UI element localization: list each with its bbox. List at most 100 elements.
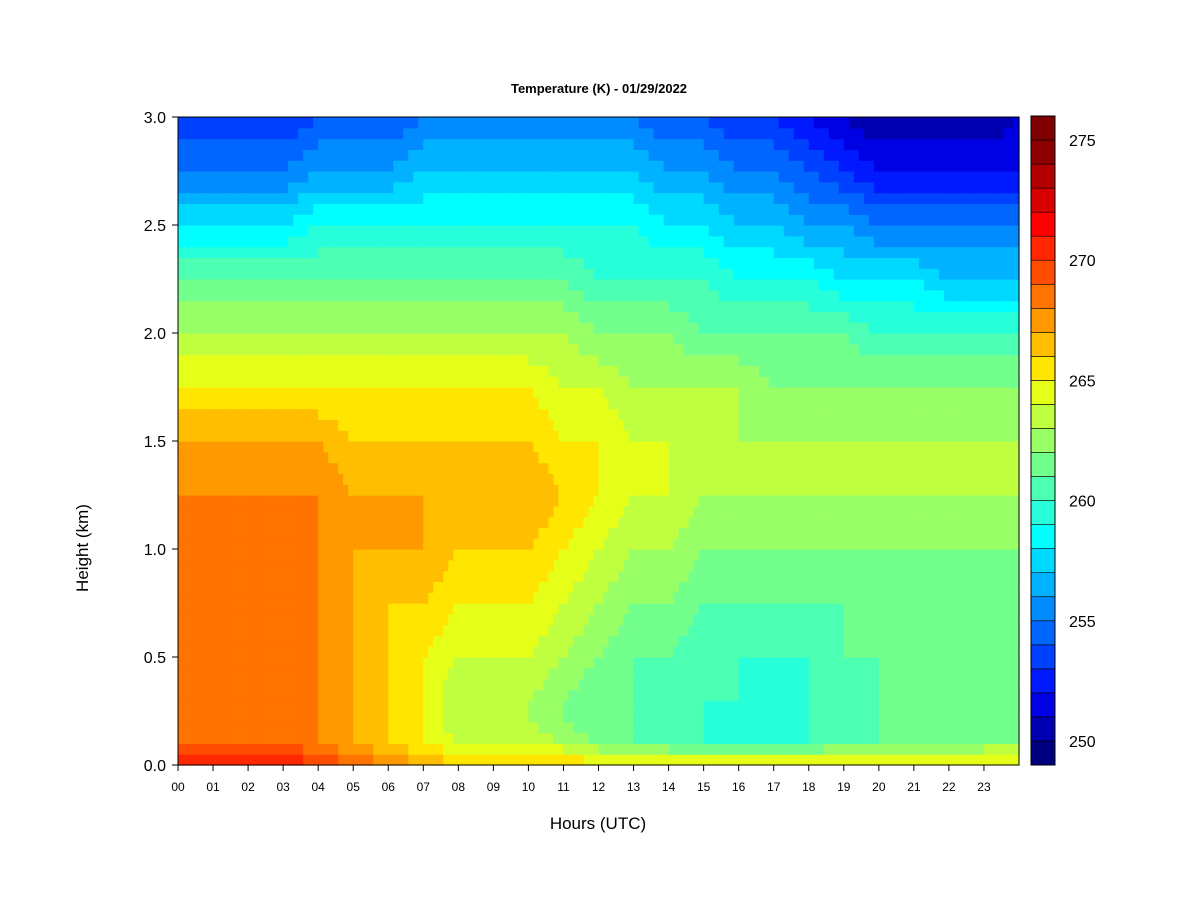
heatmap-cell — [588, 527, 595, 539]
heatmap-cell — [1008, 559, 1015, 572]
heatmap-cell — [398, 441, 404, 453]
heatmap-cell — [293, 754, 299, 766]
heatmap-cell — [423, 559, 429, 572]
heatmap-cell — [948, 592, 955, 604]
heatmap-cell — [798, 451, 805, 464]
heatmap-cell — [663, 527, 670, 539]
heatmap-cell — [863, 570, 870, 582]
heatmap-cell — [843, 603, 850, 615]
heatmap-cell — [848, 743, 855, 755]
heatmap-cell — [693, 473, 700, 485]
heatmap-cell — [988, 505, 995, 518]
heatmap-cell — [303, 732, 309, 744]
heatmap-cell — [778, 581, 785, 593]
heatmap-cell — [208, 484, 214, 496]
heatmap-cell — [733, 624, 740, 636]
heatmap-cell — [763, 711, 770, 723]
heatmap-cell — [453, 700, 459, 712]
heatmap-cell — [748, 538, 755, 550]
heatmap-cell — [693, 592, 700, 604]
heatmap-cell — [208, 678, 214, 690]
heatmap-cell — [223, 700, 229, 712]
heatmap-cell — [743, 667, 750, 680]
heatmap-cell — [983, 721, 990, 734]
heatmap-cell — [733, 603, 740, 615]
heatmap-cell — [713, 700, 720, 712]
heatmap-cell — [353, 635, 359, 647]
heatmap-cell — [958, 754, 965, 766]
heatmap-cell — [678, 667, 685, 680]
heatmap-cell — [803, 603, 810, 615]
heatmap-cell — [388, 549, 394, 561]
heatmap-cell — [333, 732, 339, 744]
heatmap-cell — [273, 667, 279, 680]
heatmap-cell — [273, 559, 279, 572]
heatmap-cell — [683, 743, 690, 755]
heatmap-cell — [673, 451, 680, 464]
heatmap-cell — [883, 700, 890, 712]
heatmap-cell — [248, 462, 254, 474]
heatmap-cell — [758, 581, 765, 593]
heatmap-cell — [608, 646, 615, 658]
heatmap-cell — [223, 635, 229, 647]
heatmap-cell — [198, 495, 204, 507]
heatmap-cell — [713, 538, 720, 550]
heatmap-cell — [263, 732, 269, 744]
heatmap-cell — [993, 462, 1000, 474]
heatmap-cell — [783, 635, 790, 647]
heatmap-cell — [713, 754, 720, 766]
heatmap-cell — [973, 527, 980, 539]
heatmap-cell — [618, 700, 625, 712]
heatmap-cell — [668, 451, 675, 464]
heatmap-cell — [253, 495, 259, 507]
heatmap-cell — [283, 441, 289, 453]
heatmap-cell — [883, 613, 890, 626]
heatmap-cell — [808, 451, 815, 464]
heatmap-cell — [838, 603, 845, 615]
heatmap-cell — [878, 689, 885, 701]
heatmap-cell — [213, 592, 219, 604]
heatmap-cell — [353, 581, 359, 593]
heatmap-cell — [1008, 711, 1015, 723]
heatmap-cell — [558, 624, 565, 636]
heatmap-cell — [888, 570, 895, 582]
heatmap-cell — [973, 559, 980, 572]
heatmap-cell — [718, 646, 725, 658]
heatmap-cell — [638, 441, 645, 453]
heatmap-cell — [793, 527, 800, 539]
heatmap-cell — [568, 624, 575, 636]
heatmap-cell — [393, 721, 399, 734]
heatmap-cell — [358, 613, 364, 626]
heatmap-cell — [748, 484, 755, 496]
heatmap-cell — [398, 603, 404, 615]
heatmap-cell — [693, 570, 700, 582]
heatmap-cell — [288, 484, 294, 496]
heatmap-cell — [353, 689, 359, 701]
heatmap-cell — [823, 538, 830, 550]
heatmap-cell — [218, 451, 224, 464]
heatmap-cell — [388, 495, 394, 507]
heatmap-cell — [768, 592, 775, 604]
heatmap-cell — [368, 527, 374, 539]
heatmap-cell — [268, 700, 274, 712]
heatmap-cell — [963, 754, 970, 766]
heatmap-cell — [268, 462, 274, 474]
heatmap-cell — [333, 657, 339, 669]
heatmap-cell — [193, 505, 199, 518]
heatmap-cell — [693, 732, 700, 744]
heatmap-cell — [468, 570, 474, 582]
heatmap-cell — [543, 505, 550, 518]
heatmap-cell — [1013, 700, 1020, 712]
heatmap-cell — [513, 549, 520, 561]
heatmap-cell — [913, 516, 920, 528]
heatmap-cell — [738, 635, 745, 647]
heatmap-cell — [488, 549, 494, 561]
heatmap-cell — [663, 473, 670, 485]
heatmap-cell — [428, 549, 434, 561]
heatmap-cell — [483, 581, 489, 593]
heatmap-cell — [713, 624, 720, 636]
heatmap-cell — [248, 451, 254, 464]
heatmap-cell — [798, 646, 805, 658]
heatmap-cell — [738, 495, 745, 507]
heatmap-cell — [868, 613, 875, 626]
